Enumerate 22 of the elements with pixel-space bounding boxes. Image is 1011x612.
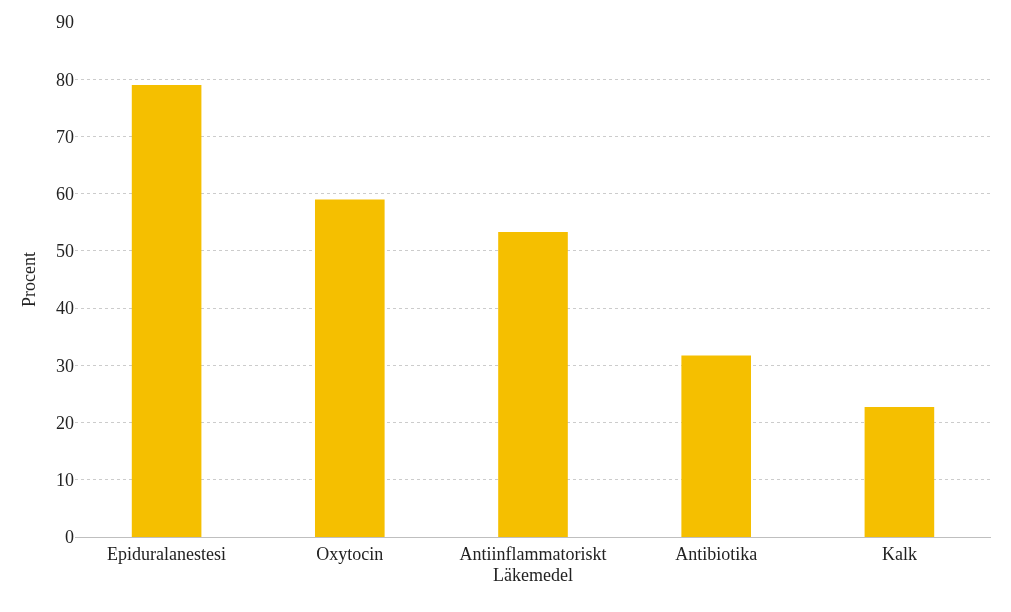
y-tick-label: 30: [56, 355, 74, 376]
y-tick-label: 10: [56, 470, 74, 491]
x-axis-title: Läkemedel: [493, 564, 573, 585]
x-tick-label: Antibiotika: [675, 543, 758, 564]
y-tick-label: 0: [65, 527, 74, 548]
y-tick-label: 80: [56, 69, 74, 90]
bar: [498, 232, 568, 537]
y-tick-label: 70: [56, 126, 74, 147]
y-axis-title: Procent: [19, 252, 40, 307]
x-tick-label: Antiinflammatoriskt: [459, 543, 607, 564]
x-tick-label: Oxytocin: [316, 543, 384, 564]
y-tick-label: 50: [56, 241, 74, 262]
y-tick-label: 90: [56, 12, 74, 33]
bar: [681, 355, 752, 537]
y-tick-label: 60: [56, 183, 74, 204]
bar: [131, 84, 202, 537]
x-tick-label: Kalk: [881, 543, 917, 564]
y-tick-label: 40: [56, 298, 74, 319]
x-tick-label: Epiduralanestesi: [107, 543, 227, 564]
bar: [314, 199, 385, 537]
y-tick-label: 20: [56, 412, 74, 433]
bar: [864, 407, 935, 537]
